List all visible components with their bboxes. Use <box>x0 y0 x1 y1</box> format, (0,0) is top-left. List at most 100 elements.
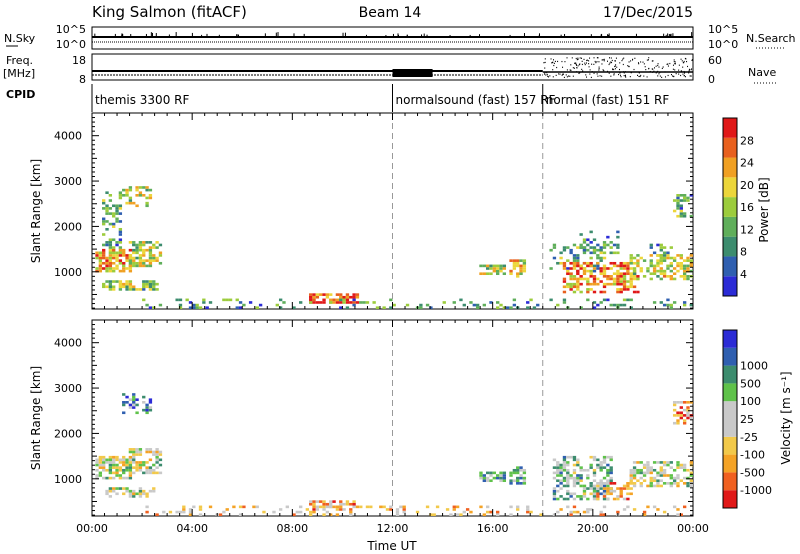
range-cell <box>686 406 690 409</box>
range-cell <box>112 288 116 291</box>
range-cell <box>686 199 690 202</box>
range-cell <box>632 471 637 475</box>
range-cell <box>105 269 109 273</box>
range-cell <box>606 463 610 467</box>
range-cell <box>622 282 627 286</box>
range-cell <box>352 505 356 509</box>
nave-dot <box>552 61 554 63</box>
range-cell <box>105 241 109 244</box>
range-cell <box>349 513 353 516</box>
range-cell <box>649 468 653 472</box>
range-cell <box>529 298 533 302</box>
range-cell <box>128 188 133 192</box>
range-cell <box>118 288 123 291</box>
range-cell <box>672 259 677 262</box>
nave-dot <box>589 57 591 59</box>
range-cell <box>579 466 583 469</box>
range-cell <box>599 301 603 304</box>
range-cell <box>612 243 617 247</box>
range-cell <box>519 264 523 268</box>
range-cell <box>679 411 683 415</box>
range-cell <box>108 466 113 469</box>
nave-dot <box>573 67 575 69</box>
range-cell <box>562 280 567 283</box>
range-cell <box>342 508 346 511</box>
range-cell <box>556 510 560 514</box>
range-cell <box>599 259 603 262</box>
range-cell <box>609 468 613 472</box>
range-cell <box>112 225 116 228</box>
range-cell <box>102 463 106 467</box>
nave-dot <box>588 66 590 68</box>
range-cell <box>562 248 567 252</box>
range-cell <box>125 401 129 404</box>
range-cell <box>602 256 607 260</box>
range-cell <box>652 264 657 268</box>
nave-dot <box>581 63 583 66</box>
range-cell <box>649 246 653 249</box>
nave-dot <box>596 57 598 59</box>
range-cell <box>145 505 149 509</box>
range-cell <box>312 301 316 304</box>
range-cell <box>118 474 123 477</box>
range-cell <box>145 303 149 307</box>
range-cell <box>586 510 590 514</box>
range-cell <box>609 251 613 255</box>
range-cell <box>155 246 159 249</box>
range-cell <box>652 479 657 483</box>
range-cell <box>455 513 460 516</box>
range-cell <box>592 280 597 283</box>
nave-dot <box>544 58 546 60</box>
range-cell <box>622 285 627 289</box>
range-cell <box>115 212 119 215</box>
nave-dot <box>566 57 568 59</box>
range-cell <box>128 468 133 472</box>
range-cell <box>562 468 567 472</box>
nave-dot <box>688 69 690 72</box>
range-cell <box>676 482 680 485</box>
range-cell <box>322 508 326 511</box>
range-cell <box>502 474 507 477</box>
range-cell <box>115 241 119 244</box>
range-cell <box>589 487 593 490</box>
range-cell <box>629 280 633 283</box>
range-cell <box>582 248 587 252</box>
range-cell <box>142 489 146 493</box>
range-cell <box>115 471 119 475</box>
range-cell <box>108 243 113 247</box>
range-cell <box>315 500 320 503</box>
range-cell <box>102 267 106 270</box>
range-cell <box>619 275 623 278</box>
range-cell <box>148 408 153 412</box>
range-cell <box>516 476 520 480</box>
range-cell <box>152 463 156 467</box>
range-cell <box>619 290 623 294</box>
range-cell <box>485 267 490 270</box>
range-cell <box>135 468 139 472</box>
range-cell <box>158 471 163 475</box>
range-cell <box>659 272 663 276</box>
range-cell <box>689 471 693 475</box>
range-cell <box>132 251 136 255</box>
range-cell <box>676 484 680 488</box>
nave-dot <box>553 59 555 61</box>
range-cell <box>616 275 620 278</box>
range-cell <box>155 466 159 469</box>
range-cell <box>395 510 400 514</box>
range-cell <box>208 301 213 304</box>
range-cell <box>662 254 667 257</box>
range-cell <box>596 495 600 498</box>
range-cell <box>589 269 593 273</box>
range-cell <box>626 482 630 485</box>
range-cell <box>108 463 113 467</box>
range-cell <box>335 293 340 296</box>
range-cell <box>602 495 607 498</box>
range-cell <box>662 474 667 477</box>
range-cell <box>242 505 246 509</box>
velocity-colorbar-swatch <box>723 436 737 455</box>
nave-dot <box>652 68 654 70</box>
range-cell <box>125 463 129 467</box>
range-cell <box>299 301 303 304</box>
range-cell <box>115 466 119 469</box>
